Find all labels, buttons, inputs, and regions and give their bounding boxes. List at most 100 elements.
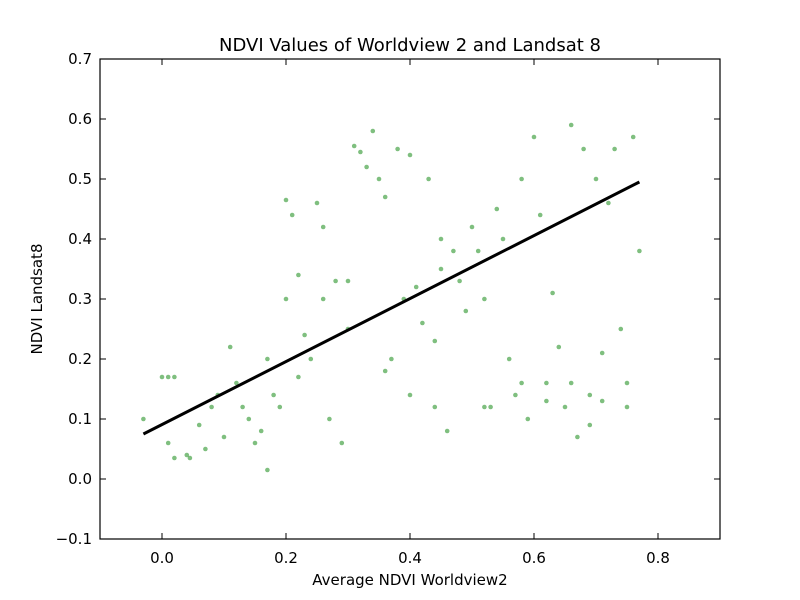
- data-point: [308, 356, 314, 362]
- data-point: [618, 326, 624, 332]
- y-tick-label: 0.6: [68, 110, 92, 128]
- data-point: [265, 467, 270, 473]
- x-tick-label: 0.4: [398, 549, 422, 567]
- data-point: [339, 440, 345, 446]
- data-point: [420, 320, 425, 326]
- data-point: [556, 344, 562, 350]
- y-tick-label: 0.0: [68, 470, 92, 488]
- data-point: [289, 212, 295, 218]
- data-point: [283, 197, 289, 203]
- data-point: [234, 380, 239, 386]
- data-point: [351, 143, 357, 149]
- data-point: [141, 416, 146, 422]
- data-point: [271, 392, 276, 398]
- data-point: [320, 224, 326, 230]
- y-tick-label: 0.4: [68, 230, 92, 248]
- x-tick-label: 0.2: [274, 549, 298, 567]
- data-point: [568, 380, 574, 386]
- data-point: [209, 404, 214, 410]
- data-point: [537, 212, 543, 218]
- data-point: [599, 350, 605, 356]
- data-point: [544, 398, 549, 404]
- data-point: [165, 440, 171, 446]
- data-point: [482, 296, 487, 302]
- data-point: [370, 128, 376, 134]
- data-point: [358, 149, 363, 155]
- data-point: [432, 338, 438, 344]
- data-point: [389, 356, 394, 362]
- data-point: [519, 176, 524, 182]
- data-point: [320, 296, 326, 302]
- data-point: [575, 434, 580, 440]
- data-point: [184, 452, 190, 458]
- data-point: [593, 176, 599, 182]
- data-point: [630, 134, 636, 140]
- data-point: [296, 272, 301, 278]
- data-point: [550, 290, 555, 296]
- data-point: [314, 200, 320, 206]
- data-point: [302, 332, 307, 338]
- data-point: [407, 392, 413, 398]
- data-point: [426, 176, 431, 182]
- data-point: [457, 278, 462, 284]
- data-point: [525, 416, 531, 422]
- data-point: [252, 440, 258, 446]
- data-point: [382, 194, 388, 200]
- data-point: [265, 356, 270, 362]
- data-point: [438, 236, 444, 242]
- y-tick-label: 0.3: [68, 290, 92, 308]
- data-point: [475, 248, 481, 254]
- x-tick-label: 0.6: [522, 549, 546, 567]
- data-point: [469, 224, 475, 230]
- data-point: [587, 392, 593, 398]
- data-point: [345, 278, 351, 284]
- data-point: [544, 380, 549, 386]
- data-point: [413, 284, 419, 290]
- y-tick-label: 0.1: [68, 410, 92, 428]
- data-point: [296, 374, 301, 380]
- data-point: [506, 356, 512, 362]
- data-point: [227, 344, 233, 350]
- x-tick-label: 0.0: [150, 549, 174, 567]
- data-point: [488, 404, 493, 410]
- data-point: [364, 164, 369, 170]
- y-axis-label: NDVI Landsat8: [28, 244, 46, 355]
- data-point: [172, 455, 177, 461]
- axis-ticks: 0.0 0.2 0.4 0.6 0.8 −0.1 0.0 0.1 0.2 0.3 0.4 0.5 0.6…: [56, 50, 720, 567]
- data-point: [221, 434, 227, 440]
- data-point: [599, 398, 605, 404]
- data-point: [376, 176, 382, 182]
- data-point: [159, 374, 165, 380]
- data-point: [438, 266, 444, 272]
- data-point: [463, 308, 469, 314]
- data-point: [568, 122, 574, 128]
- data-point: [482, 404, 487, 410]
- data-point: [172, 374, 177, 380]
- data-point: [327, 416, 332, 422]
- data-point: [240, 404, 245, 410]
- data-point: [277, 404, 283, 410]
- data-point: [203, 446, 208, 452]
- data-point: [494, 206, 500, 212]
- data-point: [612, 146, 617, 152]
- data-point: [246, 416, 252, 422]
- data-point: [382, 368, 388, 374]
- data-point: [624, 380, 630, 386]
- chart-title: NDVI Values of Worldview 2 and Landsat 8: [219, 35, 601, 56]
- data-point: [432, 404, 438, 410]
- data-point: [519, 380, 524, 386]
- y-tick-label: −0.1: [56, 530, 92, 548]
- data-point: [587, 422, 593, 428]
- y-tick-label: 0.7: [68, 50, 92, 68]
- data-point: [187, 455, 193, 461]
- data-point: [407, 152, 413, 158]
- data-point: [624, 404, 630, 410]
- data-point: [196, 422, 202, 428]
- data-point: [444, 428, 450, 434]
- data-points: [141, 122, 642, 473]
- data-point: [451, 248, 456, 254]
- data-point: [500, 236, 506, 242]
- data-point: [395, 146, 400, 152]
